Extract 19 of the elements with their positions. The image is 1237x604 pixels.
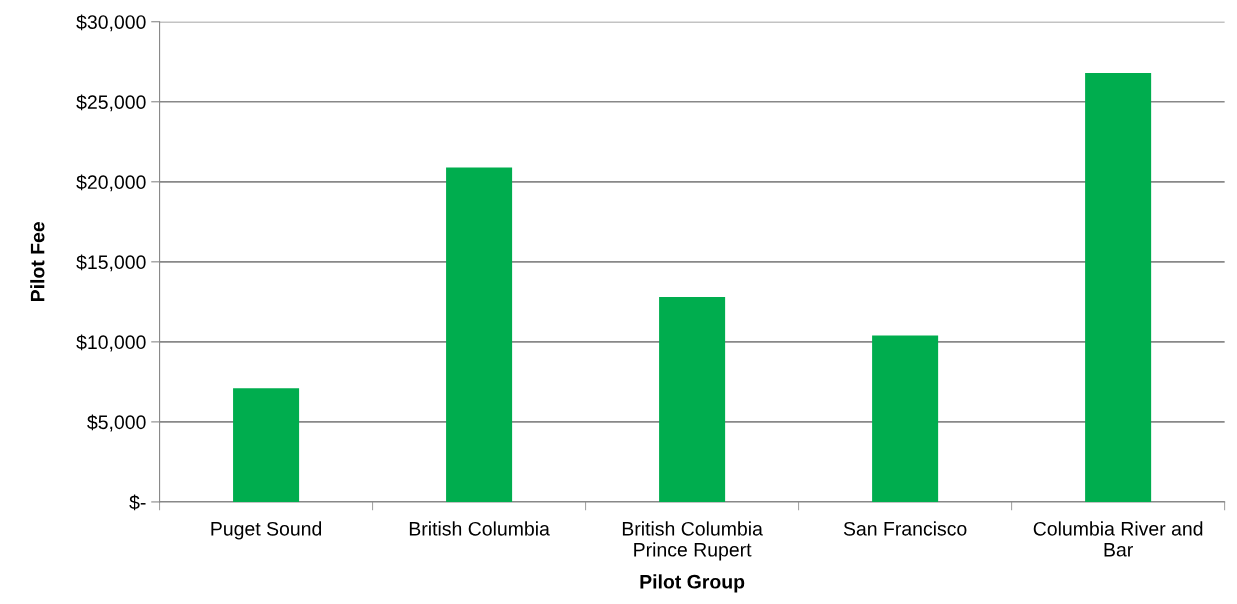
y-tick-label: $15,000 (76, 254, 146, 272)
x-tick-label: Puget Sound (211, 521, 322, 540)
bar (872, 335, 939, 502)
x-axis-title: Pilot Group (640, 574, 745, 593)
x-tick-label: British Columbia (409, 521, 550, 536)
bar (1085, 72, 1152, 502)
bar (659, 297, 726, 502)
bar (233, 388, 300, 502)
y-tick-label: $10,000 (76, 334, 146, 352)
x-tick-label: San Francisco (843, 521, 967, 536)
x-tick-label: British Columbia Prince Rupert (622, 521, 763, 561)
y-tick-label: $25,000 (76, 94, 146, 112)
bar (446, 167, 513, 502)
y-axis-title: Pilot Fee (30, 221, 45, 302)
x-tick-label: Columbia River and Bar (1033, 521, 1203, 557)
y-tick-label: $- (129, 494, 146, 511)
y-tick-label: $20,000 (76, 174, 146, 192)
y-tick-label: $5,000 (87, 414, 146, 432)
y-tick-label: $30,000 (76, 14, 146, 32)
